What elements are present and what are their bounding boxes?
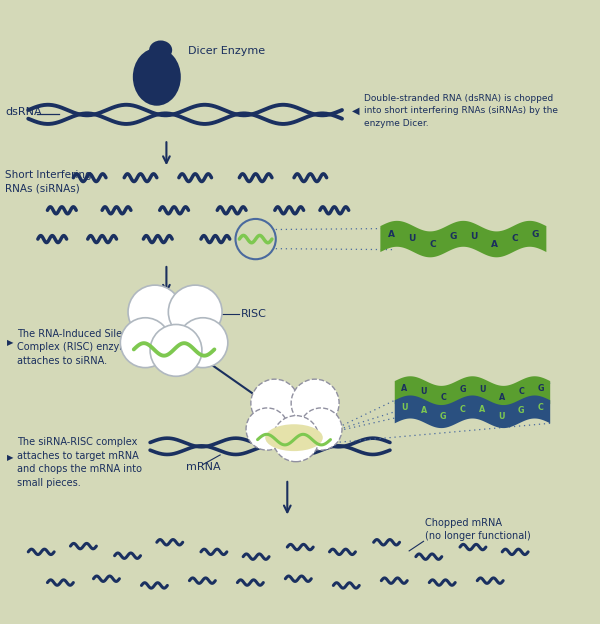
Text: C: C [518,387,524,396]
Circle shape [291,379,339,427]
Text: Double-stranded RNA (dsRNA) is chopped
into short interfering RNAs (siRNAs) by t: Double-stranded RNA (dsRNA) is chopped i… [364,94,558,127]
Text: Dicer Enzyme: Dicer Enzyme [188,46,266,56]
Circle shape [121,318,170,368]
Text: C: C [440,392,446,402]
Text: The siRNA-RISC complex
attaches to target mRNA
and chops the mRNA into
small pie: The siRNA-RISC complex attaches to targe… [17,437,142,488]
Circle shape [128,285,182,339]
Text: U: U [409,234,416,243]
Circle shape [251,379,299,427]
Text: mRNA: mRNA [185,462,220,472]
Text: ◀: ◀ [352,105,359,115]
Text: U: U [421,387,427,396]
Text: G: G [531,230,539,239]
Text: U: U [499,412,505,421]
Text: C: C [430,240,436,249]
Text: U: U [479,386,485,394]
Circle shape [150,324,202,376]
Circle shape [246,408,288,450]
Text: The RNA-Induced Silencing
Complex (RISC) enzyme
attaches to siRNA.: The RNA-Induced Silencing Complex (RISC)… [17,329,149,366]
Text: G: G [449,232,457,241]
Text: ▶: ▶ [7,453,14,462]
Circle shape [273,416,319,462]
Text: A: A [499,392,505,402]
Text: A: A [388,230,395,239]
Circle shape [300,408,342,450]
Polygon shape [395,396,550,428]
Text: A: A [479,404,485,414]
Text: A: A [401,384,407,393]
Text: RISC: RISC [241,309,267,319]
Text: U: U [470,232,477,241]
Ellipse shape [265,424,323,451]
Text: C: C [460,404,466,414]
Text: G: G [538,384,544,393]
Text: Short Interfering
RNAs (siRNAs): Short Interfering RNAs (siRNAs) [5,170,92,193]
Polygon shape [395,376,550,409]
Ellipse shape [149,41,172,60]
Text: G: G [440,412,446,421]
Text: A: A [490,240,497,249]
Circle shape [178,318,228,368]
Text: G: G [518,406,524,416]
Circle shape [169,285,222,339]
Text: dsRNA: dsRNA [5,107,42,117]
Text: G: G [460,386,466,394]
Text: C: C [538,403,544,412]
Text: ▶: ▶ [7,338,14,346]
Polygon shape [380,221,547,257]
Ellipse shape [133,48,181,105]
Text: C: C [511,234,518,243]
Text: Chopped mRNA
(no longer functional): Chopped mRNA (no longer functional) [425,518,531,541]
Text: A: A [421,406,427,416]
Text: U: U [401,403,407,412]
